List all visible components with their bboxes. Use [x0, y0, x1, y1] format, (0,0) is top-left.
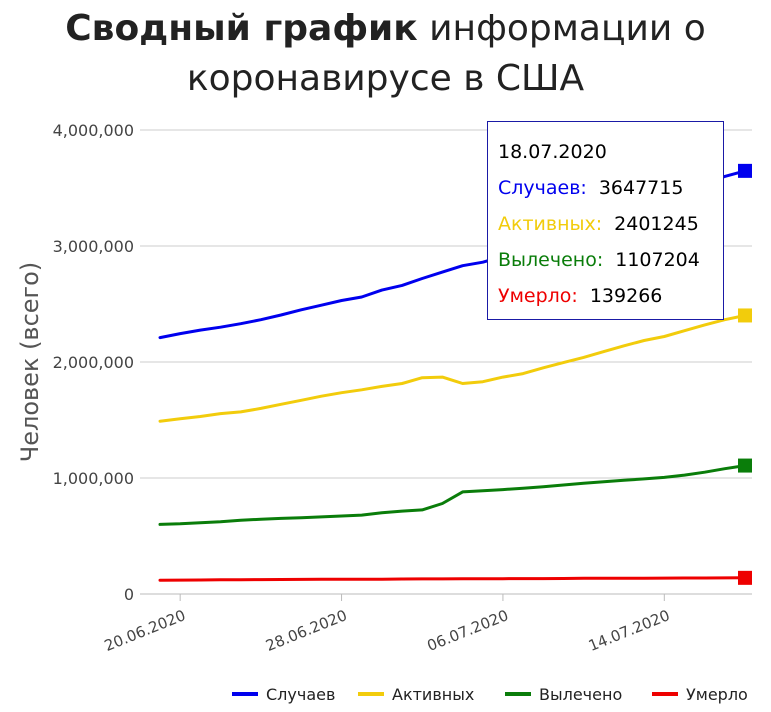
series-end-markers — [738, 163, 752, 585]
legend-label-active: Активных — [392, 684, 475, 704]
tooltip-value-cases: 3647715 — [598, 177, 684, 199]
legend-item-deaths[interactable]: Умерло — [652, 682, 748, 706]
series-line-1 — [158, 314, 747, 423]
legend-swatch-cases — [232, 692, 258, 696]
series-end-marker-0[interactable] — [738, 163, 752, 178]
tooltip-row-active: Активных: 2401245 — [498, 206, 723, 242]
series-end-marker-2[interactable] — [738, 458, 752, 473]
legend-swatch-recovered — [505, 692, 531, 696]
tooltip-label-active: Активных: — [498, 213, 603, 235]
legend-swatch-active — [358, 692, 384, 696]
tooltip-value-recovered: 1107204 — [615, 249, 700, 271]
tooltip-label-recovered: Вылечено: — [498, 249, 604, 271]
legend-item-cases[interactable]: Случаев — [232, 682, 335, 706]
y-tick-label: 2,000,000 — [53, 353, 134, 372]
tooltip-row-recovered: Вылечено: 1107204 — [498, 242, 723, 278]
legend-item-recovered[interactable]: Вылечено — [505, 682, 622, 706]
tooltip-row-cases: Случаев: 3647715 — [498, 170, 723, 206]
y-tick-label: 4,000,000 — [53, 121, 134, 140]
x-tick-label: 14.07.2020 — [586, 606, 672, 655]
tooltip-label-deaths: Умерло: — [498, 285, 578, 307]
tooltip-label-cases: Случаев: — [498, 177, 587, 199]
tooltip-row-deaths: Умерло: 139266 — [498, 278, 723, 314]
legend-label-cases: Случаев — [266, 684, 336, 704]
y-tick-label: 1,000,000 — [53, 469, 134, 488]
series-line-3 — [158, 576, 747, 582]
legend-item-active[interactable]: Активных — [358, 682, 474, 706]
series-end-marker-1[interactable] — [738, 308, 752, 323]
x-tick-label: 06.07.2020 — [425, 606, 511, 655]
x-axis-ticks: 20.06.2020 28.06.2020 06.07.2020 14.07.2020 — [102, 594, 672, 655]
tooltip-value-deaths: 139266 — [589, 285, 663, 307]
x-tick-label: 20.06.2020 — [102, 606, 188, 655]
chart-title: Сводный график информации о коронавирусе… — [0, 4, 771, 104]
y-tick-label: 3,000,000 — [53, 237, 134, 256]
tooltip-value-active: 2401245 — [614, 213, 699, 235]
data-tooltip: 18.07.2020 Случаев: 3647715 Активных: 2401… — [487, 121, 724, 320]
legend-label-deaths: Умерло — [686, 684, 748, 704]
legend-swatch-deaths — [652, 692, 678, 696]
series-end-marker-3[interactable] — [738, 570, 752, 585]
x-tick-label: 28.06.2020 — [263, 606, 349, 655]
y-axis-label: Человек (всего) — [16, 262, 44, 462]
chart-title-rest: информации о коронавирусе в США — [186, 8, 706, 99]
chart-title-bold: Сводный график — [65, 8, 418, 49]
y-tick-label: 0 — [124, 585, 134, 604]
series-line-2 — [158, 464, 747, 526]
legend-label-recovered: Вылечено — [539, 684, 623, 704]
y-axis-ticks: 0 1,000,000 2,000,000 3,000,000 4,000,000 — [53, 121, 134, 604]
tooltip-date: 18.07.2020 — [498, 141, 607, 163]
legend: Случаев Активных Вылечено Умерло — [0, 682, 771, 706]
